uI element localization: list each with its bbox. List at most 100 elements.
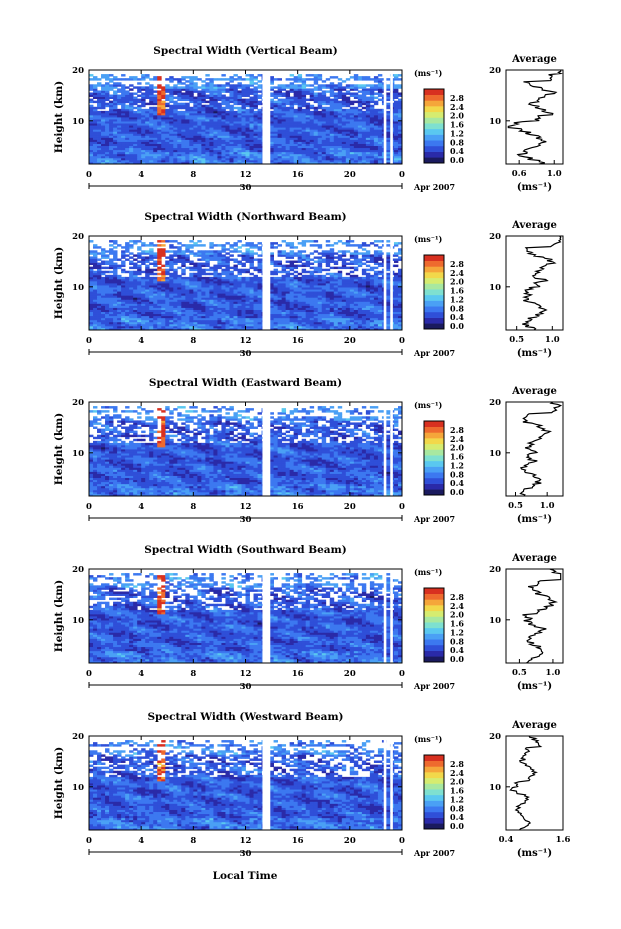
heatmap-cell xyxy=(369,110,375,114)
heatmap-cell xyxy=(185,133,190,136)
heatmap-cell xyxy=(109,84,114,87)
heatmap-cell xyxy=(105,137,110,140)
heatmap-cell xyxy=(369,78,375,81)
heatmap-cell xyxy=(197,319,202,323)
heatmap-cell xyxy=(117,117,122,120)
heatmap-cell xyxy=(309,137,315,140)
heatmap-cell xyxy=(301,137,307,140)
heatmap-cell xyxy=(189,153,194,157)
heatmap-cell xyxy=(197,327,202,331)
heatmap-cell xyxy=(205,119,210,122)
heatmap-cell xyxy=(105,112,110,116)
heatmap-cell xyxy=(213,307,218,310)
heatmap-cell xyxy=(305,121,311,124)
heatmap-cell xyxy=(105,317,110,321)
heatmap-cell xyxy=(305,143,311,147)
heatmap-cell xyxy=(105,92,110,95)
heatmap-cell xyxy=(233,155,238,159)
heatmap-cell xyxy=(297,102,303,106)
heatmap-cell xyxy=(357,129,363,132)
heatmap-cell xyxy=(305,313,311,317)
heatmap-cell xyxy=(101,325,106,329)
heatmap-cell xyxy=(273,110,278,114)
heatmap-cell xyxy=(337,84,343,87)
heatmap-cell xyxy=(185,309,190,313)
heatmap-cell xyxy=(337,119,343,122)
heatmap-cell xyxy=(273,117,278,120)
heatmap-cell xyxy=(285,84,291,87)
heatmap-cell xyxy=(397,311,403,315)
heatmap-cell xyxy=(197,157,202,161)
heatmap-cell xyxy=(313,82,319,85)
heatmap-cell xyxy=(237,145,242,149)
heatmap-cell xyxy=(153,311,158,315)
heatmap-cell xyxy=(129,102,134,106)
heatmap-cell xyxy=(341,315,347,319)
heatmap-cell xyxy=(281,84,287,87)
heatmap-cell xyxy=(109,311,114,315)
heatmap-cell xyxy=(289,125,295,128)
heatmap-cell xyxy=(365,147,371,151)
heatmap-cell xyxy=(277,307,283,310)
heatmap-cell xyxy=(297,323,303,327)
heatmap-cell xyxy=(213,325,218,329)
heatmap-cell xyxy=(149,313,154,317)
heatmap-cell xyxy=(397,161,403,165)
heatmap-cell xyxy=(101,143,106,147)
heatmap-cell xyxy=(341,157,347,161)
heatmap-cell xyxy=(197,315,202,319)
heatmap-cell xyxy=(313,78,319,81)
heatmap-cell xyxy=(369,145,375,149)
heatmap-cell xyxy=(121,133,126,136)
heatmap-cell xyxy=(333,155,339,159)
heatmap-cell xyxy=(149,143,154,147)
heatmap-cell xyxy=(225,307,230,310)
heatmap-cell xyxy=(249,147,254,151)
heatmap-cell xyxy=(329,108,335,112)
heatmap-cell xyxy=(105,327,110,331)
heatmap-cell xyxy=(277,108,283,112)
heatmap-cell xyxy=(161,127,166,130)
heatmap-cell xyxy=(373,102,379,106)
heatmap-cell xyxy=(157,307,162,310)
heatmap-cell xyxy=(133,325,138,329)
heatmap-cell xyxy=(105,86,110,89)
heatmap-cell xyxy=(137,155,142,159)
heatmap-cell xyxy=(205,88,210,91)
heatmap-cell xyxy=(137,149,142,153)
heatmap-cell xyxy=(365,311,371,315)
heatmap-cell xyxy=(297,125,303,128)
heatmap-cell xyxy=(365,78,371,81)
heatmap-cell xyxy=(217,98,222,102)
heatmap-cell xyxy=(113,102,118,106)
heatmap-cell xyxy=(113,84,118,87)
heatmap-cell xyxy=(213,317,218,321)
heatmap-cell xyxy=(269,127,274,130)
heatmap-cell xyxy=(105,131,110,134)
heatmap-cell xyxy=(217,327,222,331)
heatmap-cell xyxy=(257,323,262,327)
heatmap-cell xyxy=(349,141,355,144)
heatmap-cell xyxy=(297,94,303,97)
heatmap-cell xyxy=(205,323,210,327)
heatmap-cell xyxy=(273,149,278,153)
heatmap-cell xyxy=(345,151,351,155)
heatmap-cell xyxy=(101,321,106,325)
heatmap-cell xyxy=(93,123,98,126)
heatmap-cell xyxy=(253,147,258,151)
colorbar-tick-label: 1.2 xyxy=(450,128,464,138)
heatmap-cell xyxy=(129,319,134,323)
heatmap-cell xyxy=(393,135,399,138)
heatmap-cell xyxy=(217,112,222,116)
heatmap-cell xyxy=(333,307,339,310)
heatmap-cell xyxy=(369,133,375,136)
heatmap-cell xyxy=(241,98,246,102)
heatmap-cell xyxy=(197,121,202,124)
heatmap-cell xyxy=(289,119,295,122)
heatmap-cell xyxy=(301,157,307,161)
heatmap-cell xyxy=(165,78,170,81)
heatmap-cell xyxy=(241,114,246,118)
heatmap-cell xyxy=(257,151,262,155)
heatmap-cell xyxy=(241,110,246,114)
heatmap-cell xyxy=(337,121,343,124)
